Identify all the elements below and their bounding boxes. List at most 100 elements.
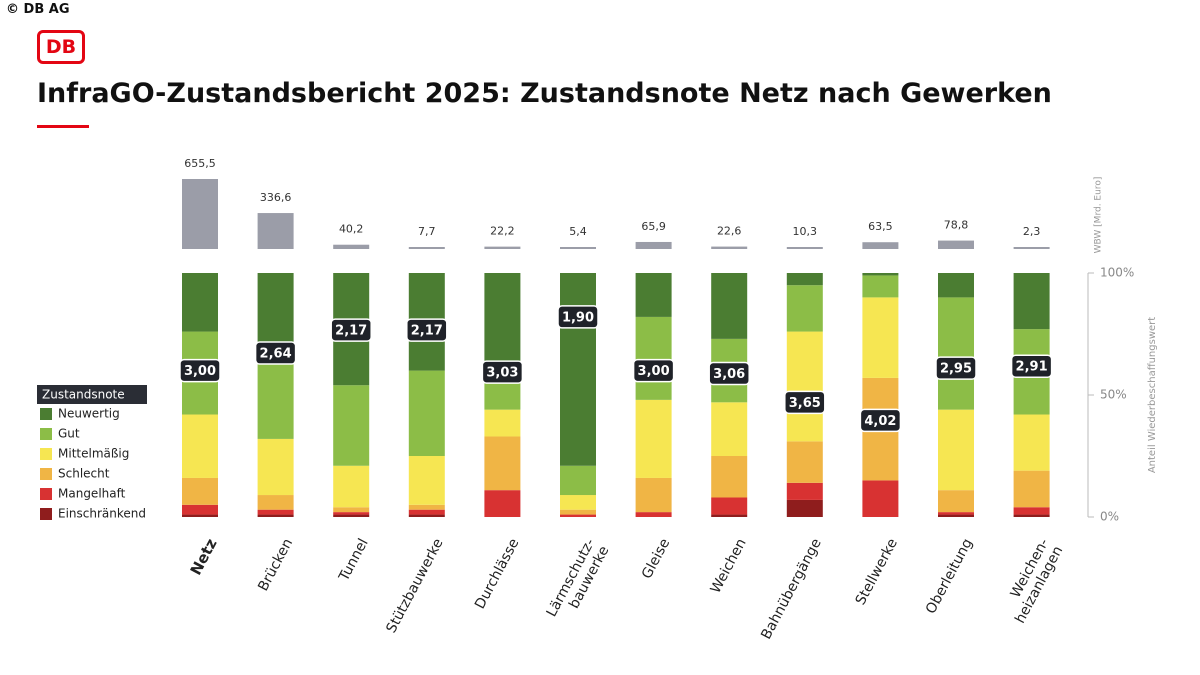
bar-segment <box>938 514 974 517</box>
grade-badge <box>859 408 902 433</box>
bar-segment <box>333 385 370 466</box>
bar-segment <box>1013 514 1050 517</box>
bar-segment <box>484 409 521 437</box>
legend-label: Gut <box>58 427 80 441</box>
wbw-label: 63,5 <box>868 220 893 233</box>
bar-segment <box>786 273 823 286</box>
bar-segment <box>182 504 218 515</box>
legend-swatch <box>40 468 52 480</box>
bar-segment <box>635 477 672 513</box>
grade-badge <box>481 360 524 384</box>
wbw-bar <box>560 247 596 249</box>
bar-segment <box>408 370 445 456</box>
bar-segment <box>484 490 521 517</box>
bar-segment <box>560 514 596 517</box>
bar-segment <box>1013 507 1050 515</box>
bar-segment <box>635 512 672 517</box>
wbw-bar <box>484 246 521 249</box>
bar-segment <box>408 456 445 505</box>
grade-label: 3,03 <box>486 366 518 381</box>
bar-segment <box>182 273 218 332</box>
bar-segment <box>182 414 218 478</box>
bar-segment <box>938 273 974 298</box>
bar-segment <box>1013 414 1050 471</box>
bar-segment <box>560 465 596 496</box>
legend-label: Neuwertig <box>58 407 120 421</box>
wbw-label: 22,2 <box>490 225 515 238</box>
bar-segment <box>182 477 218 505</box>
bar-segment <box>408 514 445 517</box>
bar-segment <box>560 509 596 515</box>
bar-segment <box>182 514 218 517</box>
wbw-label: 7,7 <box>418 225 436 238</box>
grade-label: 2,17 <box>335 324 367 339</box>
bar-segment <box>333 514 370 517</box>
grade-label: 2,64 <box>260 347 292 362</box>
bar-segment <box>938 512 974 515</box>
bar-segment <box>484 273 521 361</box>
wbw-bar <box>1013 247 1050 249</box>
wbw-bar <box>786 247 823 249</box>
wbw-bar <box>257 213 294 249</box>
bar-segment <box>711 514 748 517</box>
wbw-label: 10,3 <box>793 225 818 238</box>
bar-segment <box>560 495 596 510</box>
legend-swatch <box>40 448 52 460</box>
bar-segment <box>711 456 748 498</box>
bar-segment <box>711 402 748 456</box>
wbw-label: 655,5 <box>184 157 216 170</box>
wbw-bar <box>862 242 899 249</box>
bar-segment <box>786 441 823 483</box>
bar-segment <box>408 504 445 510</box>
wbw-label: 336,6 <box>260 191 292 204</box>
legend-label: Mittelmäßig <box>58 447 129 461</box>
wbw-bar <box>182 179 218 249</box>
grade-badge <box>935 356 977 380</box>
grade-badge <box>1010 354 1053 378</box>
wbw-label: 78,8 <box>944 219 969 232</box>
bar-segment <box>862 480 899 517</box>
wbw-bar <box>711 246 748 249</box>
legend-label: Schlecht <box>58 467 110 481</box>
bar-segment <box>862 297 899 378</box>
legend-swatch <box>40 488 52 500</box>
grade-badge <box>330 318 372 342</box>
grade-badge <box>179 358 221 383</box>
bar-segment <box>257 495 294 510</box>
bar-segment <box>635 399 672 478</box>
wbw-label: 22,6 <box>717 225 742 238</box>
bar-segment <box>333 507 370 513</box>
copyright: © DB AG <box>6 2 70 17</box>
bar-segment <box>333 512 370 515</box>
chart-title: InfraGO-Zustandsbericht 2025: Zustandsno… <box>37 78 1052 109</box>
bar-segment <box>862 275 899 298</box>
bar-segment <box>257 273 294 347</box>
grade-badge <box>784 390 826 415</box>
bar-segment <box>786 482 823 500</box>
wbw-label: 2,3 <box>1023 225 1041 238</box>
bar-segment <box>786 499 823 517</box>
y-tick-label: 100% <box>1100 266 1134 280</box>
wbw-label: 5,4 <box>569 225 587 238</box>
legend-swatch <box>40 408 52 420</box>
wbw-bar <box>333 244 370 249</box>
bar-segment <box>938 490 974 513</box>
bar-segment <box>560 273 596 466</box>
wbw-bar <box>408 247 445 249</box>
bar-segment <box>1013 470 1050 508</box>
bar-segment <box>786 331 823 442</box>
bar-segment <box>862 273 899 276</box>
bar-segment <box>635 273 672 317</box>
wbw-bar <box>938 240 974 249</box>
bar-segment <box>257 438 294 496</box>
bar-segment <box>257 514 294 517</box>
bar-segment <box>484 436 521 491</box>
wbw-label: 65,9 <box>641 220 666 233</box>
bar-segment <box>938 297 974 410</box>
wbw-label: WBW [Mrd. Euro] <box>1094 177 1104 254</box>
wbw-bar <box>635 241 672 249</box>
